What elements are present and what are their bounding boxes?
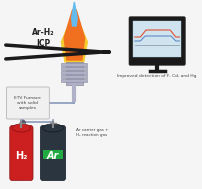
- Bar: [61, 63, 87, 66]
- Bar: [43, 150, 63, 159]
- Text: ETV Furnace
with solid
samples: ETV Furnace with solid samples: [15, 96, 41, 110]
- FancyBboxPatch shape: [129, 17, 185, 65]
- Polygon shape: [64, 10, 85, 60]
- Polygon shape: [72, 2, 77, 26]
- Ellipse shape: [12, 124, 31, 132]
- Bar: [133, 21, 181, 57]
- Text: Ar carrier gas +
H₂ reaction gas: Ar carrier gas + H₂ reaction gas: [76, 128, 109, 137]
- Bar: [61, 67, 87, 70]
- Bar: [61, 71, 87, 74]
- FancyBboxPatch shape: [6, 87, 49, 119]
- Text: Ar: Ar: [47, 151, 59, 161]
- Text: Ar-H₂
ICP: Ar-H₂ ICP: [32, 28, 55, 48]
- Text: H₂: H₂: [15, 151, 28, 161]
- Ellipse shape: [43, 124, 63, 132]
- Bar: [66, 62, 83, 85]
- Bar: [61, 75, 87, 78]
- FancyBboxPatch shape: [10, 125, 33, 180]
- Text: Improved detection of F, Cd, and Hg: Improved detection of F, Cd, and Hg: [117, 74, 197, 78]
- Polygon shape: [61, 20, 87, 62]
- Bar: [61, 79, 87, 82]
- FancyBboxPatch shape: [40, 125, 66, 180]
